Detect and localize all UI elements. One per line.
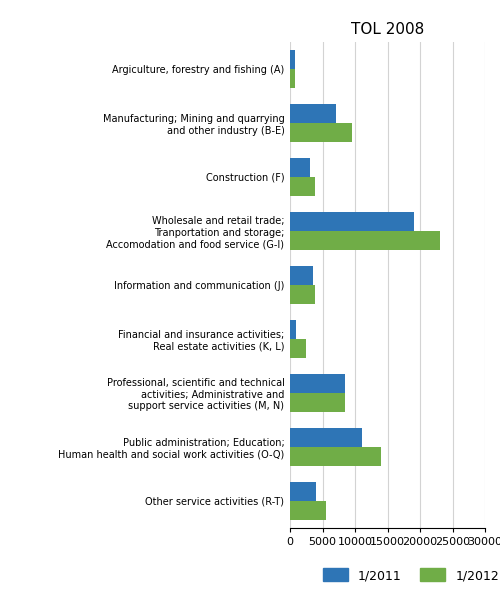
- Bar: [290, 374, 345, 393]
- Legend: 1/2011, 1/2012: 1/2011, 1/2012: [318, 563, 500, 587]
- Bar: [290, 158, 310, 177]
- Bar: [290, 50, 294, 69]
- Bar: [290, 231, 440, 250]
- Bar: [290, 212, 414, 231]
- Bar: [290, 177, 314, 196]
- Bar: [290, 447, 381, 466]
- Bar: [290, 285, 314, 304]
- Bar: [290, 69, 295, 88]
- Bar: [290, 266, 313, 285]
- Bar: [290, 428, 362, 447]
- Bar: [290, 393, 345, 412]
- Bar: [290, 104, 336, 123]
- Bar: [290, 339, 306, 358]
- Bar: [290, 123, 352, 142]
- Bar: [290, 501, 326, 520]
- Title: TOL 2008: TOL 2008: [351, 22, 424, 37]
- Bar: [290, 320, 296, 339]
- Bar: [290, 482, 316, 501]
